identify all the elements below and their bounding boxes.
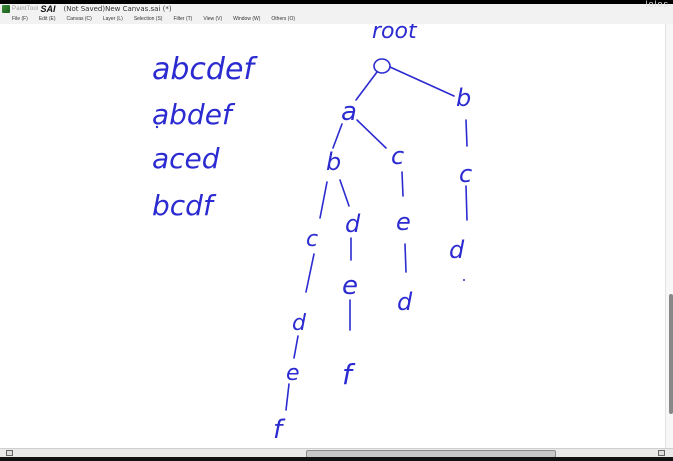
root-node [374, 59, 390, 73]
node-d-mid: d [397, 288, 413, 316]
edge-root-b [390, 67, 454, 96]
window-controls[interactable]: lolos [645, 0, 669, 9]
word-abdef: abdef [152, 98, 236, 131]
menu-edit[interactable]: Edit (E) [39, 16, 56, 22]
title-bar: PaintTool SAI (Not Saved)New Canvas.sai … [0, 4, 673, 14]
menu-filter[interactable]: Filter (T) [173, 16, 192, 22]
edge-b-c2 [320, 182, 327, 218]
node-a: a [341, 97, 357, 127]
node-c-right: c [459, 160, 472, 188]
vertical-scroll-thumb[interactable] [669, 294, 673, 414]
app-name: SAI [40, 4, 55, 14]
menu-selection[interactable]: Selection (S) [134, 16, 163, 22]
edge-root-a [356, 72, 377, 100]
word-abcdef: abcdef [152, 52, 258, 87]
edge-c-e [402, 172, 403, 196]
node-c-left: c [306, 227, 318, 252]
sai-app-icon [2, 5, 10, 13]
edge-e-d [405, 244, 406, 272]
menu-layer[interactable]: Layer (L) [103, 16, 123, 22]
node-b-right: b [456, 84, 471, 112]
menu-others[interactable]: Others (O) [271, 16, 295, 22]
root-label: root [372, 24, 418, 44]
edge-c2-d [306, 254, 314, 292]
ink-drawing: abcdef abdef aced bcdf root a b b c c c … [0, 24, 665, 448]
node-e-mid: e [396, 208, 411, 236]
menu-canvas[interactable]: Canvas (C) [67, 16, 92, 22]
node-d-left: d [292, 311, 307, 336]
edge-b-d [340, 180, 349, 206]
word-bcdf: bcdf [152, 189, 217, 222]
edge-a-b [333, 124, 342, 148]
scroll-right-button[interactable] [658, 450, 665, 456]
node-f-left: f [273, 415, 286, 445]
edge-d-e2 [294, 336, 298, 358]
node-d-right: d [449, 236, 465, 264]
word-aced: aced [152, 142, 220, 175]
edge-b-c [466, 120, 467, 146]
right-scroll-gutter[interactable] [665, 24, 673, 448]
bottom-strip [0, 457, 673, 461]
node-d-1: d [345, 210, 361, 238]
node-b-left: b [326, 148, 341, 176]
node-e-center: e [342, 271, 358, 301]
edge-e2-f [286, 384, 289, 410]
drawing-canvas[interactable]: abcdef abdef aced bcdf root a b b c c c … [0, 24, 665, 448]
edge-a-c [357, 120, 386, 148]
menu-window[interactable]: Window (W) [233, 16, 260, 22]
node-f-center: f [342, 358, 356, 391]
node-c-mid: c [391, 142, 404, 170]
document-title: (Not Saved)New Canvas.sai (*) [64, 5, 172, 13]
ink-dot [463, 279, 465, 281]
menu-view[interactable]: View (V) [203, 16, 222, 22]
app-brand: PaintTool [12, 6, 38, 12]
ink-dot [156, 126, 158, 128]
menu-file[interactable]: File (F) [12, 16, 28, 22]
scroll-left-button[interactable] [6, 450, 13, 456]
menu-bar: File (F) Edit (E) Canvas (C) Layer (L) S… [0, 14, 673, 24]
node-e-left: e [286, 361, 300, 386]
edge-c-d [466, 186, 467, 220]
